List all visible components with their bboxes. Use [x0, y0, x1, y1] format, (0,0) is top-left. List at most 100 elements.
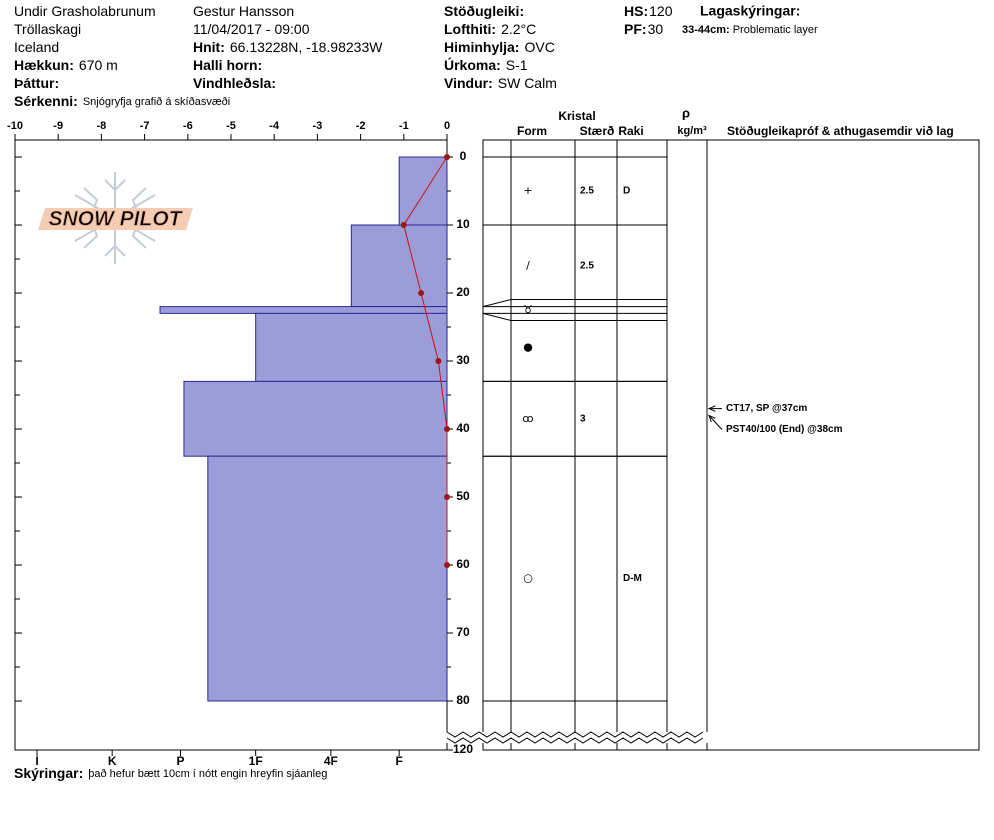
test-arrow: [708, 415, 723, 430]
hardness-tick-label: P: [176, 754, 184, 768]
density-unit: kg/m³: [677, 125, 707, 137]
hardness-tick-label: K: [108, 754, 117, 768]
y-tick-label: 50: [456, 489, 470, 503]
wetness-header: Raki: [618, 124, 643, 138]
y-tick-label: 10: [456, 217, 470, 231]
field-value: Undir Grasholabrunum: [14, 3, 156, 19]
field-label: Úrkoma:: [444, 56, 501, 73]
comments-header: Stöðugleikapróf & athugasemdir við lag: [727, 124, 954, 138]
field-value: Gestur Hansson: [193, 3, 294, 19]
layer-line: [482, 299, 667, 308]
field-value: Tröllaskagi: [14, 21, 81, 37]
header-field: Vindur: SW Calm: [444, 75, 557, 91]
field-value: 11/04/2017 - 09:00: [193, 21, 310, 37]
field-label: HS:: [624, 3, 648, 19]
field-label: Skýringar:: [14, 765, 83, 781]
temperature-point: [444, 426, 450, 432]
logo-text: SNOW PILOT: [49, 208, 184, 231]
y-tick-label: 0: [460, 149, 467, 163]
layer-line: [482, 312, 667, 321]
y-tick-label: 40: [456, 421, 470, 435]
y-tick-label: 20: [456, 285, 470, 299]
x-tick-label: 0: [444, 120, 450, 132]
x-tick-label: -10: [7, 120, 23, 132]
header-field: Lofthiti: 2.2°C: [444, 21, 536, 37]
x-tick-label: -4: [269, 120, 280, 132]
temperature-point: [400, 222, 407, 228]
wetness: D-M: [623, 573, 642, 584]
field-value: 66.13228N, -18.98233W: [230, 39, 383, 55]
header-field: Vindhleðsla:: [193, 75, 276, 91]
y-tick-label: 60: [456, 557, 470, 571]
hardness-tick-label: 4F: [324, 754, 338, 768]
field-value: SW Calm: [498, 75, 557, 91]
header-field: PF:30: [624, 21, 663, 37]
y-tick-label: 30: [456, 353, 470, 367]
header-field: Gestur Hansson: [193, 3, 294, 19]
arrow-head: [707, 405, 716, 412]
hardness-bar: [159, 306, 448, 314]
logo-band: [38, 208, 193, 230]
y-tick-label: 120: [453, 742, 473, 756]
crystal-header: Kristal: [558, 109, 595, 123]
x-tick-label: -8: [97, 120, 107, 132]
footer: Skýringar: það hefur bætt 10cm í nótt eng…: [14, 765, 327, 781]
test-label: CT17, SP @37cm: [726, 403, 807, 414]
x-tick-label: -6: [183, 120, 193, 132]
hardness-tick-label: F: [395, 754, 402, 768]
table-columns: [510, 140, 708, 750]
arrow-head: [708, 414, 716, 423]
break-line: [446, 731, 704, 738]
legend-title: Lagaskýringar:: [700, 3, 800, 19]
wetness: D: [623, 186, 630, 197]
header-field: Halli horn:: [193, 57, 262, 73]
legend-item: 33-44cm: Problematic layer: [682, 24, 818, 36]
crystal-form: ꝏ: [522, 412, 533, 425]
header-field: Hækkun: 670 m: [14, 57, 118, 73]
x-tick-label: -3: [313, 120, 323, 132]
x-tick-label: -9: [53, 120, 63, 132]
legend-value: Problematic layer: [733, 24, 818, 36]
logo: SNOW PILOT: [38, 172, 193, 264]
header-field: Hnit: 66.13228N, -18.98233W: [193, 39, 383, 55]
field-value: það hefur bætt 10cm í nótt engin hreyfin…: [88, 768, 327, 780]
field-value: Snjógryfja grafið á skíðasvæði: [83, 96, 230, 108]
temperature-point: [444, 494, 450, 500]
header-field: Iceland: [14, 39, 59, 55]
field-label: Hækkun:: [14, 57, 74, 73]
x-tick-label: -2: [356, 120, 366, 132]
field-label: Sérkenni:: [14, 93, 78, 109]
field-label: Vindur:: [444, 75, 493, 91]
crystal-size: 3: [580, 413, 586, 424]
crystal-form: /: [526, 259, 530, 272]
header-field: Undir Grasholabrunum: [14, 3, 156, 19]
temperature-point: [418, 290, 425, 296]
field-label: Vindhleðsla:: [193, 75, 276, 91]
crystal-form: ●: [523, 340, 533, 353]
y-tick-label: 80: [456, 693, 470, 707]
field-value: 30: [648, 21, 664, 37]
temperature-point: [435, 358, 442, 364]
field-label: Hnit:: [193, 39, 225, 55]
field-label: Stöðugleiki:: [444, 3, 524, 19]
header-field: HS:120: [624, 3, 673, 19]
crystal-form: ○: [523, 572, 533, 585]
y-tick-label: 70: [456, 625, 470, 639]
form-header: Form: [517, 124, 547, 138]
field-value: OVC: [524, 39, 554, 55]
field-label: Þáttur:: [14, 75, 59, 91]
field-label: Lofthiti:: [444, 21, 496, 37]
test-label: PST40/100 (End) @38cm: [726, 424, 843, 435]
hardness-tick-label: 1F: [249, 754, 263, 768]
hardness-bar: [183, 380, 448, 457]
field-value: Iceland: [14, 39, 59, 55]
field-label: PF:: [624, 21, 647, 37]
field-value: 670 m: [79, 57, 118, 73]
density-header: ρ: [682, 105, 690, 120]
header-field: Himinhylja: OVC: [444, 39, 555, 55]
crystal-form: ♉: [523, 303, 533, 316]
hardness-bar: [398, 156, 448, 226]
field-label: Halli horn:: [193, 57, 262, 73]
header-field: Úrkoma: S-1: [444, 56, 528, 73]
